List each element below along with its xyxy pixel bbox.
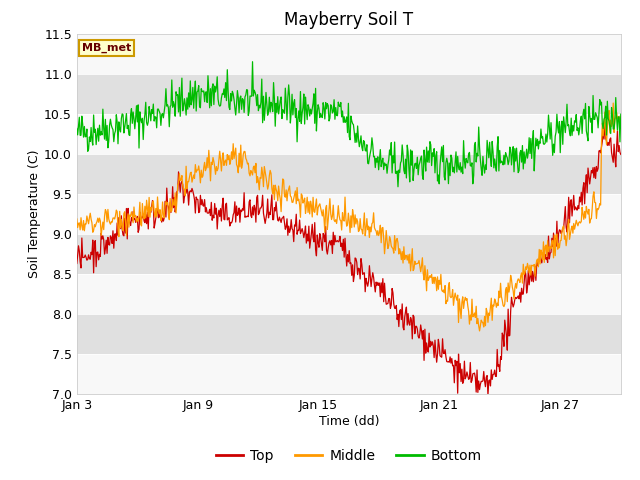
Y-axis label: Soil Temperature (C): Soil Temperature (C)	[28, 149, 42, 278]
Bar	[77, 73, 621, 114]
X-axis label: Time (dd): Time (dd)	[319, 415, 379, 428]
Bar	[77, 354, 621, 394]
Title: Mayberry Soil T: Mayberry Soil T	[284, 11, 413, 29]
Bar	[77, 313, 621, 354]
Bar	[77, 193, 621, 234]
Text: MB_met: MB_met	[82, 43, 131, 53]
Bar	[77, 154, 621, 193]
Bar	[77, 234, 621, 274]
Bar	[77, 114, 621, 154]
Bar	[77, 34, 621, 73]
Legend: Top, Middle, Bottom: Top, Middle, Bottom	[210, 444, 488, 469]
Bar	[77, 274, 621, 313]
